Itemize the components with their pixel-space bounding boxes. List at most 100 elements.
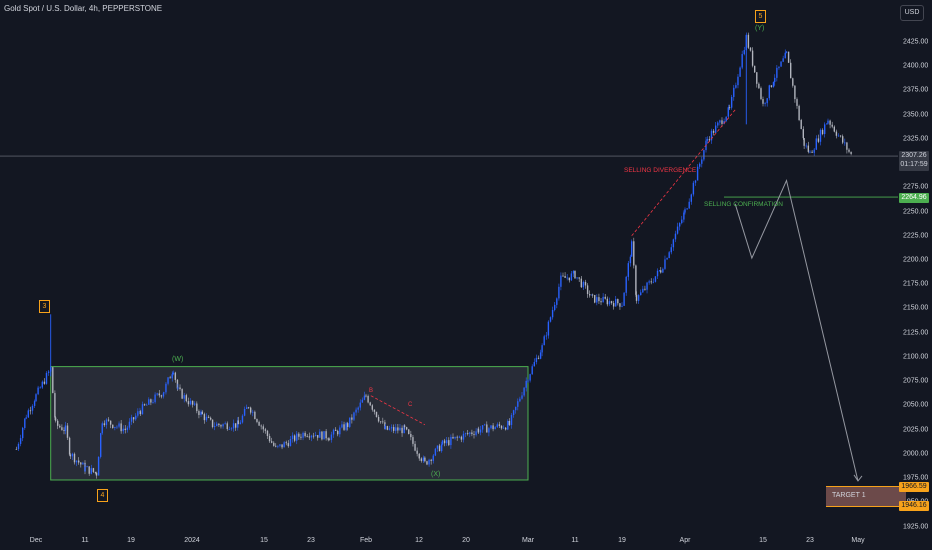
candle-body [446, 440, 448, 444]
candle-body [488, 428, 490, 433]
range-box [50, 366, 529, 481]
candle-body [126, 427, 129, 430]
candle-body [384, 426, 386, 429]
candle-body [443, 440, 446, 444]
candle-body [35, 394, 37, 402]
candle-body [749, 47, 752, 51]
candle-body [714, 125, 717, 133]
candle-body [617, 299, 619, 304]
price-tick-label: 1925.00 [903, 523, 929, 530]
candle-body [361, 399, 364, 403]
candle-body [130, 417, 133, 422]
candle-body [764, 103, 766, 104]
candle-body [401, 427, 403, 434]
candle-body [467, 433, 469, 434]
candle-body [118, 423, 120, 427]
candle-body [703, 150, 705, 160]
candle-body [681, 219, 683, 224]
candle-body [589, 294, 591, 296]
time-tick-label: 23 [307, 537, 315, 544]
chart-title: Gold Spot / U.S. Dollar, 4h, PEPPERSTONE [4, 4, 163, 13]
candle-body [270, 441, 273, 443]
candle-body [582, 281, 585, 288]
candle-body [73, 453, 76, 463]
wave-label-5: 5 [755, 10, 766, 23]
candle-body [266, 430, 269, 437]
candle-body [363, 395, 366, 400]
candle-body [154, 394, 156, 403]
candle-body [375, 411, 378, 417]
candle-body [471, 432, 473, 435]
candle-body [177, 387, 179, 389]
candle-body [339, 427, 341, 435]
candle-body [479, 429, 482, 433]
candle-body [90, 468, 92, 474]
candle-body [222, 424, 224, 427]
candle-body [216, 423, 218, 427]
candle-body [505, 427, 507, 430]
candle-body [568, 277, 570, 281]
candle-body [254, 411, 256, 420]
candle-body [454, 436, 456, 439]
candle-body [770, 85, 773, 87]
candle-body [201, 411, 203, 415]
candle-body [165, 383, 167, 393]
candle-body [160, 395, 163, 397]
candle-body [785, 51, 788, 53]
candle-body [54, 393, 56, 418]
candle-body [172, 372, 174, 375]
time-tick-label: 23 [806, 537, 814, 544]
candle-body [357, 407, 359, 410]
candle-body [733, 87, 735, 97]
candle-body [794, 85, 796, 100]
candle-body [725, 116, 727, 122]
candle-body [477, 428, 480, 433]
candle-body [291, 435, 294, 439]
candle-body [234, 423, 237, 428]
price-tick-label: 2375.00 [903, 86, 929, 94]
candle-body [842, 136, 844, 143]
candle-body [150, 399, 152, 403]
candle-body [95, 472, 98, 476]
candle-body [264, 429, 267, 431]
candle-body [392, 427, 395, 431]
candle-body [591, 294, 594, 296]
candle-body [54, 417, 57, 421]
candle-body [723, 121, 725, 124]
wave-label-w: (W) [172, 356, 184, 363]
candle-body [410, 433, 412, 438]
candle-body [627, 263, 629, 277]
candle-body [835, 131, 838, 136]
candle-body [728, 107, 731, 109]
candle-body [809, 151, 811, 153]
candle-body [384, 422, 386, 429]
currency-button[interactable]: USD [900, 5, 924, 21]
candle-body [47, 371, 50, 373]
candle-body [171, 374, 173, 379]
candle-body [602, 296, 604, 303]
candle-body [464, 433, 467, 434]
candle-body [521, 395, 523, 399]
candle-body [390, 427, 393, 429]
candle-body [116, 426, 118, 428]
candle-body [688, 201, 690, 209]
price-tick-label: 2025.00 [903, 426, 929, 434]
candle-body [33, 401, 36, 406]
candle-body [805, 145, 807, 147]
candle-body [321, 431, 323, 440]
candle-body [418, 453, 420, 459]
candle-body [803, 138, 805, 146]
price-tick-label: 2325.00 [903, 135, 929, 143]
candle-body [63, 430, 65, 431]
candle-body [819, 129, 822, 142]
candle-body [328, 439, 331, 441]
candle-body [323, 431, 325, 440]
candle-body [784, 52, 786, 59]
candle-body [367, 395, 369, 403]
candle-body [460, 436, 463, 440]
candle-body [525, 380, 527, 388]
current-price-tag: 2307.26 01:17:59 [899, 151, 929, 171]
candle-body [650, 281, 652, 283]
candle-body [562, 275, 564, 277]
